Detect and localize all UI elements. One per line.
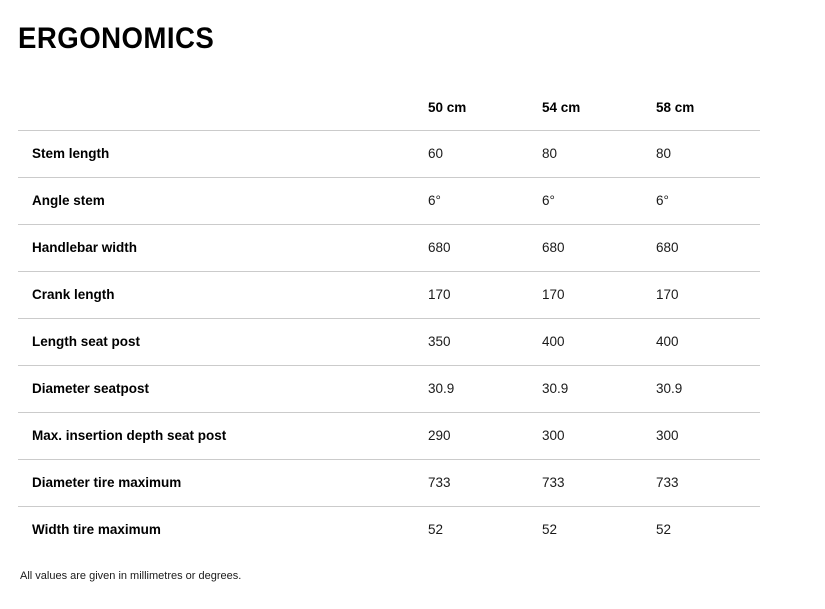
table-row: Angle stem 6° 6° 6° bbox=[18, 177, 760, 225]
header-spacer bbox=[18, 86, 414, 131]
cell-value: 680 bbox=[642, 224, 760, 272]
cell-value: 680 bbox=[414, 224, 528, 272]
cell-value: 170 bbox=[528, 271, 642, 319]
table-row: Length seat post 350 400 400 bbox=[18, 318, 760, 366]
cell-value: 60 bbox=[414, 130, 528, 178]
table-header-row: 50 cm 54 cm 58 cm bbox=[18, 86, 760, 131]
cell-value: 733 bbox=[528, 459, 642, 507]
table-row: Diameter seatpost 30.9 30.9 30.9 bbox=[18, 365, 760, 413]
table-row: Max. insertion depth seat post 290 300 3… bbox=[18, 412, 760, 460]
table-row: Handlebar width 680 680 680 bbox=[18, 224, 760, 272]
column-header-50cm: 50 cm bbox=[414, 86, 528, 131]
row-label: Crank length bbox=[18, 271, 414, 319]
cell-value: 6° bbox=[414, 177, 528, 225]
cell-value: 6° bbox=[642, 177, 760, 225]
row-label: Width tire maximum bbox=[32, 522, 161, 538]
row-label: Diameter seatpost bbox=[18, 365, 414, 413]
cell-value: 300 bbox=[642, 412, 760, 460]
cell-value: 170 bbox=[414, 271, 528, 319]
column-header-54cm: 54 cm bbox=[528, 86, 642, 131]
cell-value: 350 bbox=[414, 318, 528, 366]
cell-value: 52 bbox=[656, 522, 672, 538]
row-label: Stem length bbox=[18, 130, 414, 178]
cell-value: 733 bbox=[642, 459, 760, 507]
cell-value: 30.9 bbox=[414, 365, 528, 413]
cell-value: 680 bbox=[528, 224, 642, 272]
cell-value: 52 bbox=[542, 522, 558, 538]
row-label: Diameter tire maximum bbox=[18, 459, 414, 507]
cell-value: 400 bbox=[528, 318, 642, 366]
page-title: ERGONOMICS bbox=[18, 22, 215, 55]
cell-value: 170 bbox=[642, 271, 760, 319]
cell-value: 6° bbox=[528, 177, 642, 225]
table-row: Diameter tire maximum 733 733 733 bbox=[18, 459, 760, 507]
row-label: Handlebar width bbox=[18, 224, 414, 272]
cell-value: 80 bbox=[642, 130, 760, 178]
table-row: Crank length 170 170 170 bbox=[18, 271, 760, 319]
cell-value: 400 bbox=[642, 318, 760, 366]
table-row: Stem length 60 80 80 bbox=[18, 130, 760, 178]
cell-value: 80 bbox=[528, 130, 642, 178]
cell-value: 300 bbox=[528, 412, 642, 460]
column-header-58cm: 58 cm bbox=[642, 86, 760, 131]
table-row: Width tire maximum 52 52 52 bbox=[18, 506, 760, 553]
cell-value: 733 bbox=[414, 459, 528, 507]
row-label: Angle stem bbox=[18, 177, 414, 225]
cell-value: 52 bbox=[428, 522, 444, 538]
row-label: Length seat post bbox=[18, 318, 414, 366]
row-label: Max. insertion depth seat post bbox=[18, 412, 414, 460]
units-footnote: All values are given in millimetres or d… bbox=[20, 570, 242, 582]
ergonomics-table: 50 cm 54 cm 58 cm Stem length 60 80 80 A… bbox=[18, 86, 760, 553]
cell-value: 30.9 bbox=[528, 365, 642, 413]
cell-value: 290 bbox=[414, 412, 528, 460]
cell-value: 30.9 bbox=[642, 365, 760, 413]
